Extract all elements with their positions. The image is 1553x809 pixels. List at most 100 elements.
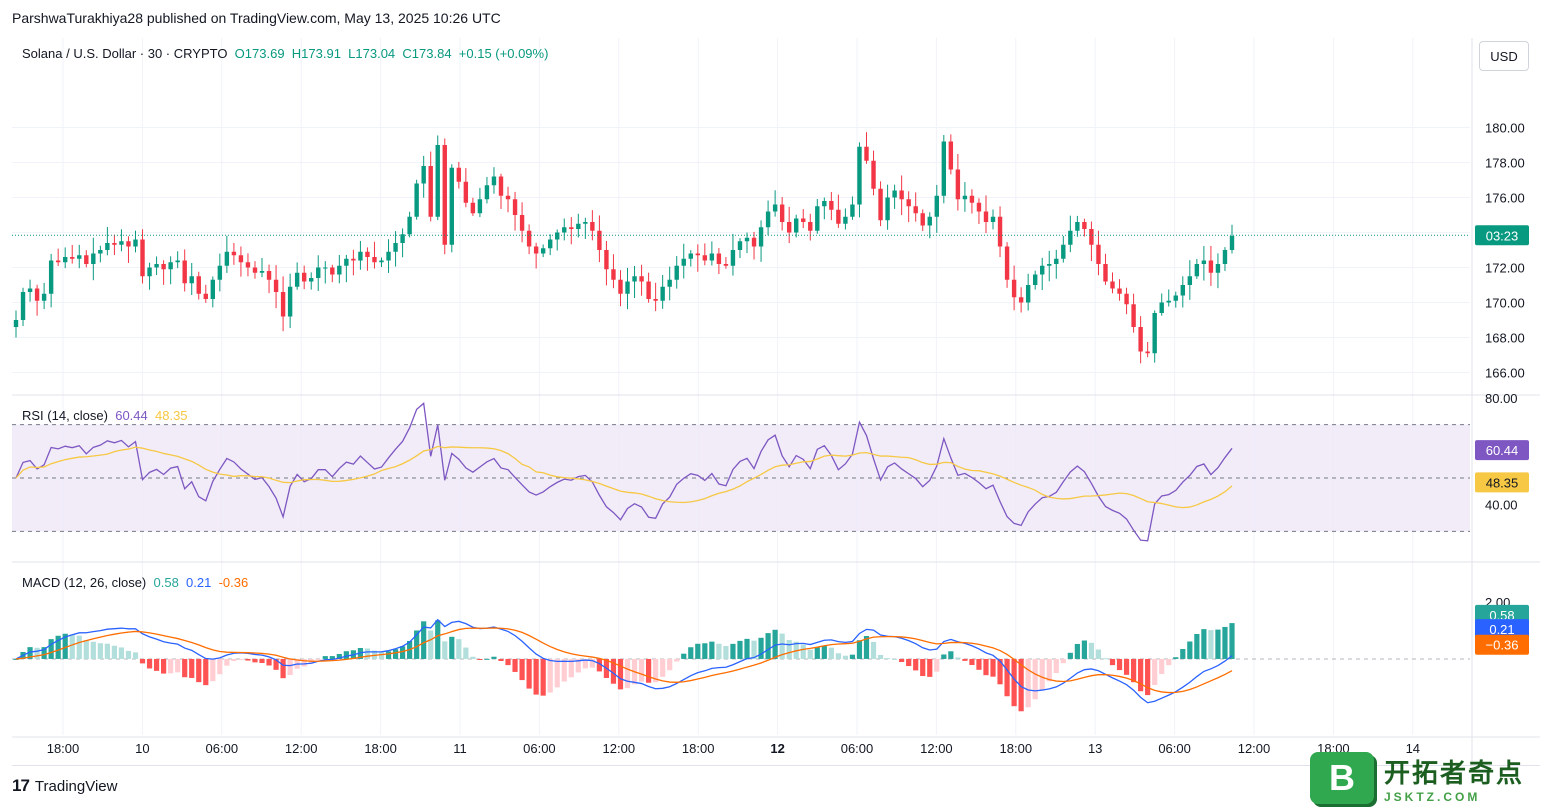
- macd-histogram-bar: [561, 658, 567, 682]
- candle: [1004, 246, 1010, 280]
- footer-brand[interactable]: 17 TradingView: [12, 776, 117, 796]
- macd-histogram-bar: [238, 658, 244, 660]
- rsi-legend: RSI (14, close) 60.44 48.35: [22, 408, 188, 423]
- candle: [618, 279, 623, 294]
- candle: [34, 288, 40, 301]
- candle: [70, 257, 75, 259]
- price-tick-label: 178.00: [1485, 156, 1525, 171]
- macd-histogram-bar: [997, 658, 1003, 685]
- candle: [653, 299, 658, 301]
- footer-border: [12, 765, 1540, 766]
- candle: [1173, 295, 1178, 301]
- candle: [822, 201, 827, 207]
- macd-histogram-bar: [414, 630, 420, 659]
- candle: [1032, 274, 1038, 285]
- candle: [997, 216, 1003, 247]
- candle: [428, 166, 433, 217]
- macd-histogram-bar: [132, 652, 139, 659]
- macd-histogram-bar: [491, 656, 497, 659]
- macd-histogram-bar: [955, 657, 961, 659]
- macd-histogram-bar: [245, 658, 251, 661]
- macd-histogram-bar: [1095, 649, 1102, 659]
- macd-histogram-bar: [104, 643, 110, 659]
- candle: [203, 293, 208, 299]
- candle: [1145, 351, 1150, 354]
- price-tick-label: 176.00: [1485, 191, 1525, 206]
- candle: [112, 243, 117, 245]
- candle: [1180, 285, 1185, 296]
- candle: [1047, 264, 1052, 266]
- candle: [1103, 264, 1108, 282]
- candle: [716, 253, 722, 264]
- macd-histogram-bar: [1201, 629, 1207, 659]
- rsi-ma-badge-bg: [1475, 472, 1529, 493]
- macd-histogram-bar: [842, 655, 849, 659]
- candle: [843, 216, 848, 224]
- candle: [316, 267, 321, 278]
- candle: [330, 267, 335, 275]
- candle: [1138, 327, 1143, 352]
- candle: [309, 278, 314, 282]
- macd-histogram-bar: [1145, 658, 1151, 696]
- macd-histogram-bar: [884, 658, 891, 660]
- macd-histogram-bar: [203, 658, 209, 686]
- macd-histogram-bar: [463, 647, 469, 659]
- macd-histogram-bar: [1004, 658, 1010, 697]
- macd-histogram-bar: [153, 658, 160, 671]
- macd-histogram-bar: [329, 656, 335, 659]
- candle: [744, 237, 750, 242]
- candle: [1068, 230, 1073, 245]
- macd-histogram-bar: [442, 641, 448, 659]
- macd-histogram-bar: [83, 640, 89, 659]
- candle: [815, 206, 820, 231]
- candle: [1018, 297, 1024, 303]
- macd-histogram-bar: [336, 654, 342, 659]
- candle: [1152, 313, 1157, 354]
- macd-histogram-bar: [90, 641, 96, 659]
- time-tick-label: 12: [770, 741, 784, 756]
- time-tick-label: 12:00: [603, 741, 636, 756]
- tradingview-logo-icon: 17: [12, 776, 30, 795]
- macd-histogram-bar: [800, 644, 806, 659]
- macd-histogram-bar: [547, 658, 553, 693]
- macd-histogram-bar: [533, 658, 539, 695]
- macd-line-badge: 0.21: [1489, 622, 1514, 637]
- rsi-value-badge: 60.44: [1486, 443, 1519, 458]
- macd-signal-badge: −0.36: [1486, 638, 1519, 653]
- macd-histogram-bar: [1081, 640, 1087, 659]
- candle: [547, 239, 553, 249]
- candle: [323, 267, 328, 269]
- macd-histogram-bar: [653, 658, 659, 683]
- macd-histogram-bar: [779, 633, 785, 659]
- candle: [400, 234, 405, 243]
- macd-histogram-bar: [807, 649, 813, 659]
- currency-button[interactable]: USD: [1479, 41, 1529, 71]
- macd-histogram-bar: [906, 658, 912, 667]
- macd-histogram-bar: [856, 640, 863, 659]
- candle: [983, 211, 989, 222]
- macd-histogram-bar: [34, 647, 40, 659]
- candle: [555, 232, 560, 240]
- rsi-value: 60.44: [115, 408, 148, 423]
- candle: [927, 216, 932, 226]
- candle: [611, 269, 616, 280]
- candle: [688, 253, 693, 259]
- time-tick-label: 18:00: [364, 741, 397, 756]
- macd-histogram-bar: [252, 658, 258, 663]
- candle: [182, 260, 187, 284]
- candle: [133, 239, 138, 247]
- candle: [1011, 279, 1017, 298]
- candle: [470, 202, 476, 214]
- candle: [899, 190, 904, 200]
- candle: [969, 195, 975, 203]
- candle: [280, 292, 286, 317]
- macd-histogram-bar: [62, 633, 68, 659]
- macd-histogram-bar: [477, 658, 483, 660]
- candle: [1215, 264, 1221, 273]
- time-tick-label: 18:00: [1000, 741, 1033, 756]
- macd-histogram-bar: [786, 640, 792, 659]
- candle: [13, 320, 19, 327]
- candle: [484, 185, 490, 200]
- macd-histogram-bar: [1138, 658, 1144, 692]
